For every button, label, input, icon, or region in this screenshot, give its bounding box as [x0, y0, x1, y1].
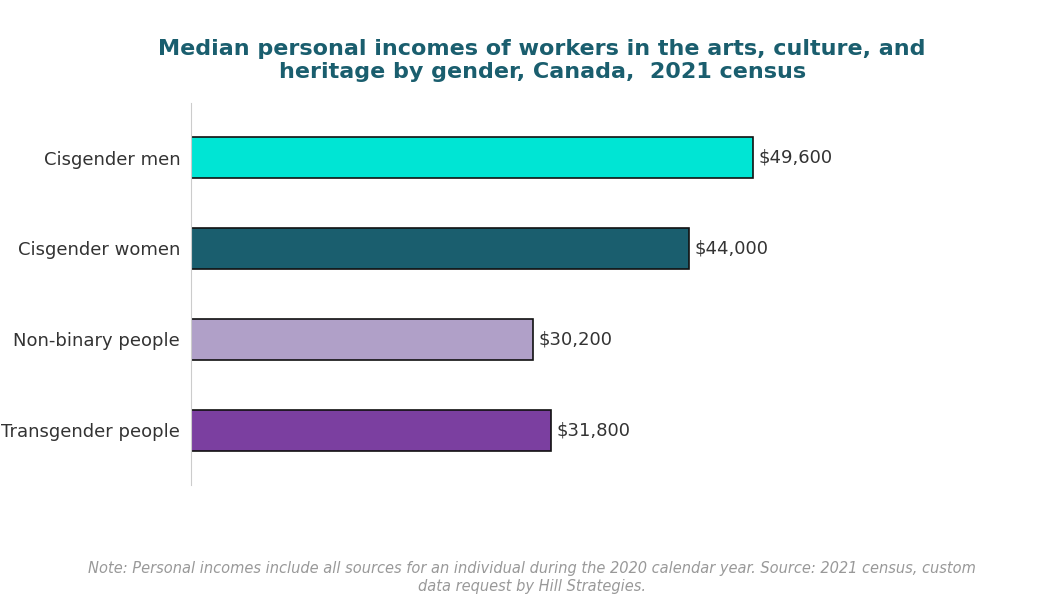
Text: $44,000: $44,000 [695, 239, 769, 258]
Text: Note: Personal incomes include all sources for an individual during the 2020 cal: Note: Personal incomes include all sourc… [87, 562, 976, 594]
Text: $30,200: $30,200 [539, 330, 612, 348]
Text: $49,600: $49,600 [758, 148, 832, 167]
Title: Median personal incomes of workers in the arts, culture, and
heritage by gender,: Median personal incomes of workers in th… [158, 39, 926, 82]
Text: $31,800: $31,800 [557, 421, 630, 439]
Bar [191, 228, 689, 269]
Bar [191, 410, 552, 451]
Bar [191, 137, 753, 178]
Bar [191, 319, 533, 360]
